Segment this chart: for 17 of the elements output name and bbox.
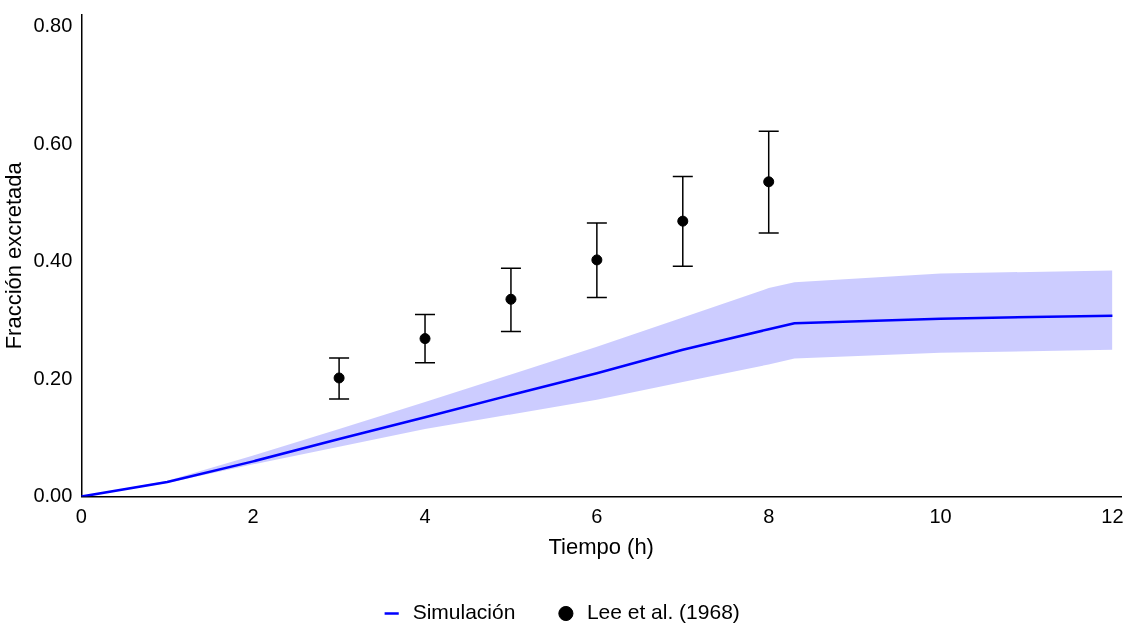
x-axis-title: Tiempo (h) [548,533,654,559]
y-tick-label: 0.60 [33,131,73,154]
y-tick-label: 0.20 [33,366,73,389]
legend-label: Simulación [412,600,516,624]
x-tick-label: 0 [75,505,87,528]
point [763,176,775,188]
y-tick-label: 0.80 [33,14,73,37]
x-tick-label: 2 [247,505,259,528]
x-tick-label: 4 [419,505,431,528]
y-tick-label: 0.40 [33,249,73,272]
x-tick-label: 8 [763,505,775,528]
y-tick-label: 0.00 [33,484,73,507]
x-tick-label: 6 [591,505,603,528]
x-tick-label: 12 [1101,505,1124,528]
legend-label: Lee et al. (1968) [586,600,740,624]
x-tick-label: 10 [929,505,952,528]
y-axis-title: Fracción excretada [1,161,27,350]
